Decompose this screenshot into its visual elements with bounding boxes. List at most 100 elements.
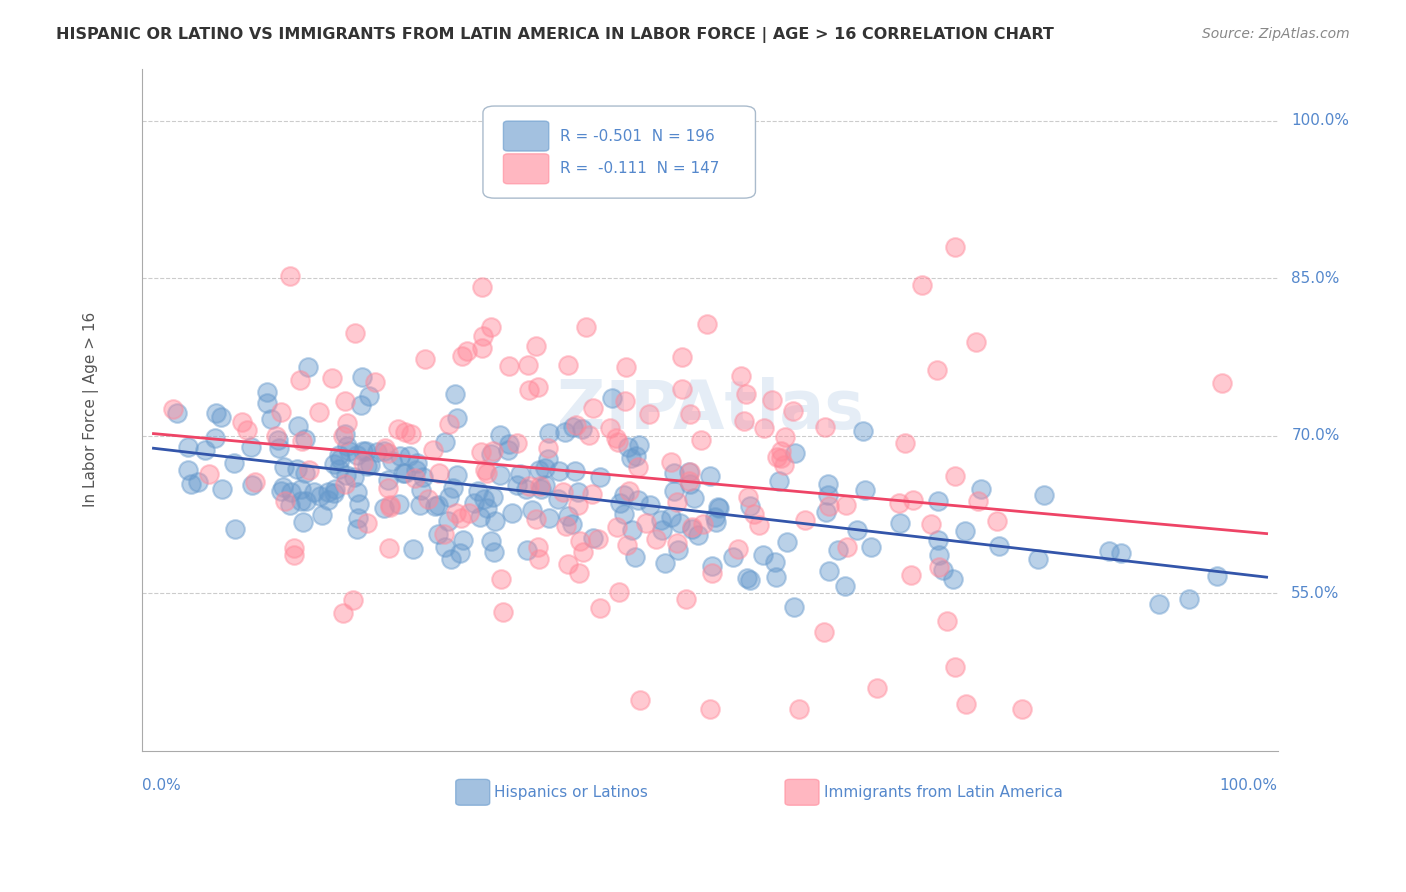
Point	[965, 334, 987, 349]
Point	[679, 477, 702, 491]
Point	[498, 437, 520, 451]
Point	[748, 518, 770, 533]
Point	[468, 509, 491, 524]
Point	[426, 526, 449, 541]
Point	[481, 533, 503, 548]
Point	[735, 571, 758, 585]
Point	[953, 524, 976, 538]
Point	[555, 518, 578, 533]
Point	[735, 387, 758, 401]
Point	[818, 564, 841, 578]
Point	[387, 421, 409, 435]
Point	[707, 501, 730, 516]
Point	[569, 533, 592, 548]
Point	[350, 398, 373, 412]
Point	[264, 429, 287, 443]
Point	[373, 501, 395, 516]
Point	[515, 482, 537, 496]
Text: 85.0%: 85.0%	[1291, 271, 1340, 286]
Point	[561, 420, 583, 434]
Point	[700, 566, 723, 580]
Point	[651, 523, 673, 537]
Point	[441, 482, 464, 496]
Point	[446, 506, 468, 520]
Point	[479, 320, 502, 334]
Point	[517, 383, 540, 397]
Point	[285, 462, 308, 476]
Point	[427, 499, 450, 513]
Point	[343, 470, 366, 484]
Point	[588, 601, 610, 615]
Point	[600, 392, 623, 406]
Point	[986, 514, 1008, 528]
Point	[927, 494, 949, 508]
Point	[943, 468, 966, 483]
Point	[814, 505, 837, 519]
Point	[817, 476, 839, 491]
Point	[943, 659, 966, 673]
Point	[496, 442, 519, 457]
Point	[520, 503, 543, 517]
Point	[928, 548, 950, 562]
Point	[427, 466, 450, 480]
Point	[322, 457, 344, 471]
Point	[335, 393, 357, 408]
Point	[440, 551, 463, 566]
Text: HISPANIC OR LATINO VS IMMIGRANTS FROM LATIN AMERICA IN LABOR FORCE | AGE > 16 CO: HISPANIC OR LATINO VS IMMIGRANTS FROM LA…	[56, 27, 1054, 43]
Point	[224, 522, 246, 536]
Point	[887, 496, 910, 510]
Point	[624, 550, 647, 565]
Point	[399, 427, 422, 442]
Point	[628, 693, 651, 707]
Point	[1211, 376, 1233, 391]
Point	[665, 495, 688, 509]
Point	[537, 511, 560, 525]
Point	[422, 443, 444, 458]
Point	[434, 434, 457, 449]
Point	[467, 483, 489, 498]
Point	[763, 555, 786, 569]
Point	[1011, 702, 1033, 716]
Point	[398, 449, 420, 463]
Point	[162, 401, 184, 416]
Point	[356, 459, 378, 474]
Point	[270, 404, 292, 418]
Point	[484, 514, 506, 528]
Point	[280, 269, 302, 284]
Point	[240, 477, 263, 491]
Point	[364, 375, 387, 389]
Point	[554, 425, 576, 439]
Point	[380, 500, 402, 514]
Point	[766, 450, 789, 464]
Point	[671, 382, 693, 396]
Point	[733, 414, 755, 428]
Point	[347, 497, 370, 511]
Point	[737, 490, 759, 504]
Point	[204, 431, 226, 445]
Point	[373, 443, 395, 458]
Point	[640, 498, 662, 512]
Point	[607, 434, 630, 449]
Point	[678, 465, 700, 479]
Point	[166, 406, 188, 420]
Point	[333, 476, 356, 491]
Point	[517, 479, 540, 493]
Point	[356, 516, 378, 530]
Point	[260, 411, 283, 425]
Point	[267, 434, 290, 448]
Point	[451, 533, 474, 548]
Point	[827, 543, 849, 558]
Point	[568, 566, 591, 581]
Point	[290, 482, 312, 496]
Point	[689, 433, 711, 447]
Point	[332, 607, 354, 621]
Point	[294, 466, 316, 480]
Point	[359, 458, 381, 473]
Point	[177, 440, 200, 454]
Point	[294, 432, 316, 446]
Point	[321, 371, 343, 385]
Point	[681, 520, 703, 534]
Point	[352, 444, 374, 458]
Point	[366, 445, 388, 459]
Point	[1206, 568, 1229, 582]
